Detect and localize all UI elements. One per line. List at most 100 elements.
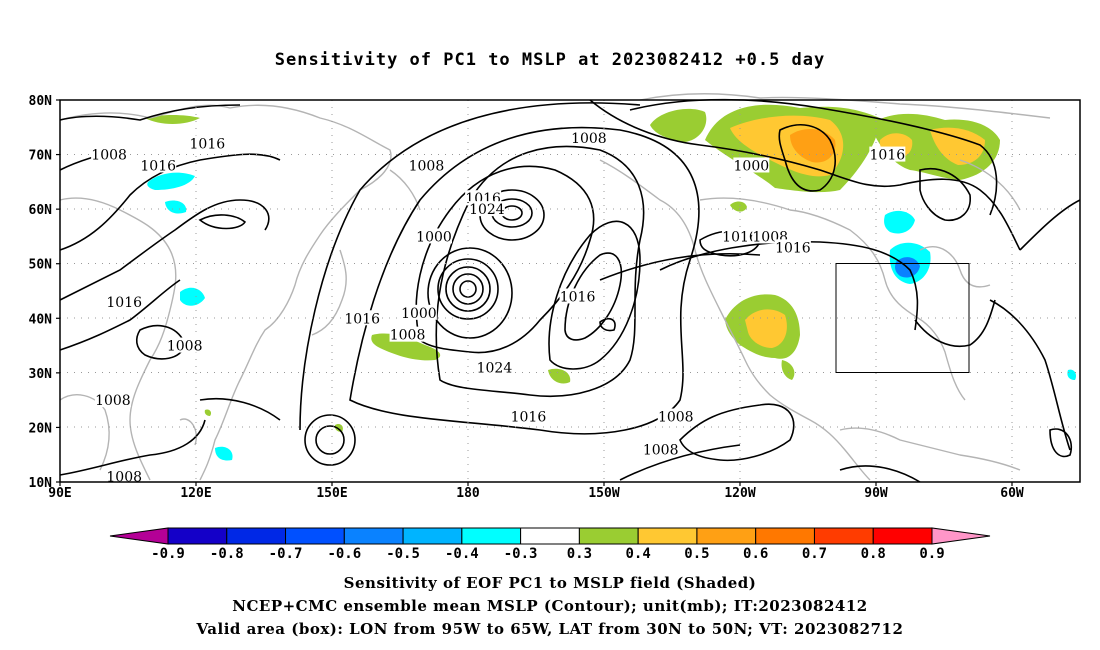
colorbar-swatch: [167, 527, 228, 545]
valid-area-box: [835, 263, 970, 373]
colorbar-swatch: [343, 527, 404, 545]
latitude-label: 10N: [29, 476, 53, 491]
contour-label: 1016: [774, 239, 811, 256]
colorbar-label: -0.7: [269, 546, 303, 562]
contour-label: 1016: [869, 146, 906, 164]
colorbar-swatch: [813, 527, 874, 545]
caption-contours: NCEP+CMC ensemble mean MSLP (Contour); u…: [232, 597, 868, 615]
longitude-label: 150W: [588, 486, 619, 501]
map-frame: [59, 99, 1081, 483]
colorbar-label: -0.9: [151, 546, 185, 562]
svg-text:1016: 1016: [722, 229, 758, 245]
contour-label: 1016: [344, 310, 381, 327]
svg-text:1008: 1008: [91, 148, 127, 164]
svg-text:1000: 1000: [416, 229, 452, 245]
svg-text:1016: 1016: [190, 137, 226, 153]
latitude-labels: 80N 70N 60N 50N 40N 30N 20N 10N: [29, 94, 53, 491]
colorbar-swatch: [872, 527, 933, 545]
axis-ticks: [56, 99, 1013, 486]
latitude-label: 20N: [29, 421, 53, 436]
colorbar-swatch: [755, 527, 815, 545]
contour-label: 1008: [657, 408, 694, 426]
colorbar-swatch: [637, 527, 698, 545]
longitude-labels: 90E 120E 150E 180 150W 120W 90W 60W: [48, 486, 1024, 501]
latitude-label: 30N: [29, 367, 53, 382]
colorbar-left-arrow: [109, 527, 169, 545]
colorbar-swatch: [578, 527, 639, 545]
svg-text:1008: 1008: [658, 410, 694, 426]
colorbar-swatch: [461, 527, 522, 545]
colorbar-label: -0.5: [386, 546, 420, 562]
colorbar-label: 0.9: [919, 546, 944, 562]
svg-text:1016: 1016: [775, 240, 811, 256]
svg-text:1008: 1008: [409, 158, 445, 174]
svg-text:1016: 1016: [106, 295, 142, 311]
colorbar-label: 0.7: [802, 546, 827, 562]
coastlines: [59, 93, 1051, 481]
longitude-label: 90E: [48, 486, 71, 501]
colorbar-swatch: [402, 527, 463, 545]
colorbar-label: -0.4: [445, 546, 479, 562]
longitude-label: 120W: [724, 486, 755, 501]
colorbar-swatch: [226, 527, 287, 545]
svg-text:1024: 1024: [477, 360, 513, 376]
latitude-label: 50N: [29, 258, 53, 273]
svg-text:1008: 1008: [390, 328, 426, 344]
svg-text:1016: 1016: [511, 410, 547, 426]
longitude-label: 60W: [1000, 486, 1024, 501]
contour-label: 1024: [476, 359, 513, 376]
contour-label: 1008: [408, 157, 445, 174]
latitude-label: 80N: [29, 94, 53, 109]
contour-label: 1016: [189, 135, 226, 153]
longitude-label: 180: [456, 486, 480, 501]
latitude-label: 40N: [29, 312, 53, 327]
contour-label: 1016: [559, 288, 596, 305]
contour-label: 1008: [106, 468, 143, 486]
colorbar-swatch: [520, 527, 580, 545]
caption-shading: Sensitivity of EOF PC1 to MSLP field (Sh…: [343, 574, 757, 592]
colorbar-label: -0.3: [504, 546, 538, 562]
contour-label: 1016: [510, 408, 547, 426]
colorbar-swatch: [696, 527, 757, 545]
colorbar-swatch: [285, 527, 345, 545]
svg-text:1008: 1008: [643, 442, 679, 458]
svg-text:1008: 1008: [106, 470, 142, 486]
contour-label: 1000: [733, 157, 770, 174]
colorbar-label: -0.6: [327, 546, 361, 562]
longitude-label: 90W: [864, 486, 888, 501]
contour-label: 1016: [722, 228, 758, 245]
colorbar-label: -0.8: [210, 546, 244, 562]
colorbar-label: 0.5: [684, 546, 709, 562]
svg-text:1000: 1000: [401, 306, 437, 322]
svg-text:1016: 1016: [344, 311, 380, 327]
longitude-label: 150E: [316, 486, 347, 501]
svg-text:1016: 1016: [140, 158, 176, 174]
colorbar-label: 0.4: [626, 546, 651, 562]
contour-label: 1024: [468, 201, 505, 218]
latitude-label: 60N: [29, 203, 53, 218]
contour-label: 1016: [106, 293, 143, 311]
contour-label: 1008: [570, 130, 607, 147]
contour-label: 1008: [166, 337, 203, 355]
sensitivity-shading: [145, 104, 1077, 461]
svg-text:1008: 1008: [571, 131, 607, 147]
latitude-label: 70N: [29, 149, 53, 164]
contour-label: 1008: [642, 441, 679, 458]
svg-text:1008: 1008: [167, 339, 203, 355]
colorbar: -0.9 -0.8 -0.7 -0.6 -0.5 -0.4 -0.3 0.3 0.4 0.5 0.6…: [109, 527, 991, 562]
colorbar-right-arrow: [931, 527, 991, 545]
contour-label: 1000: [400, 304, 437, 322]
svg-text:1016: 1016: [560, 289, 596, 305]
contour-label: 1008: [389, 326, 426, 344]
colorbar-label: 0.3: [567, 546, 592, 562]
svg-text:1016: 1016: [870, 148, 906, 164]
longitude-label: 120E: [180, 486, 211, 501]
contour-label: 1016: [140, 157, 177, 174]
colorbar-label: 0.6: [743, 546, 768, 562]
colorbar-label: 0.8: [861, 546, 886, 562]
caption-valid-area: Valid area (box): LON from 95W to 65W, L…: [196, 620, 904, 638]
svg-text:1000: 1000: [734, 158, 770, 174]
svg-text:1008: 1008: [95, 393, 131, 409]
contour-label: 1008: [94, 392, 131, 409]
